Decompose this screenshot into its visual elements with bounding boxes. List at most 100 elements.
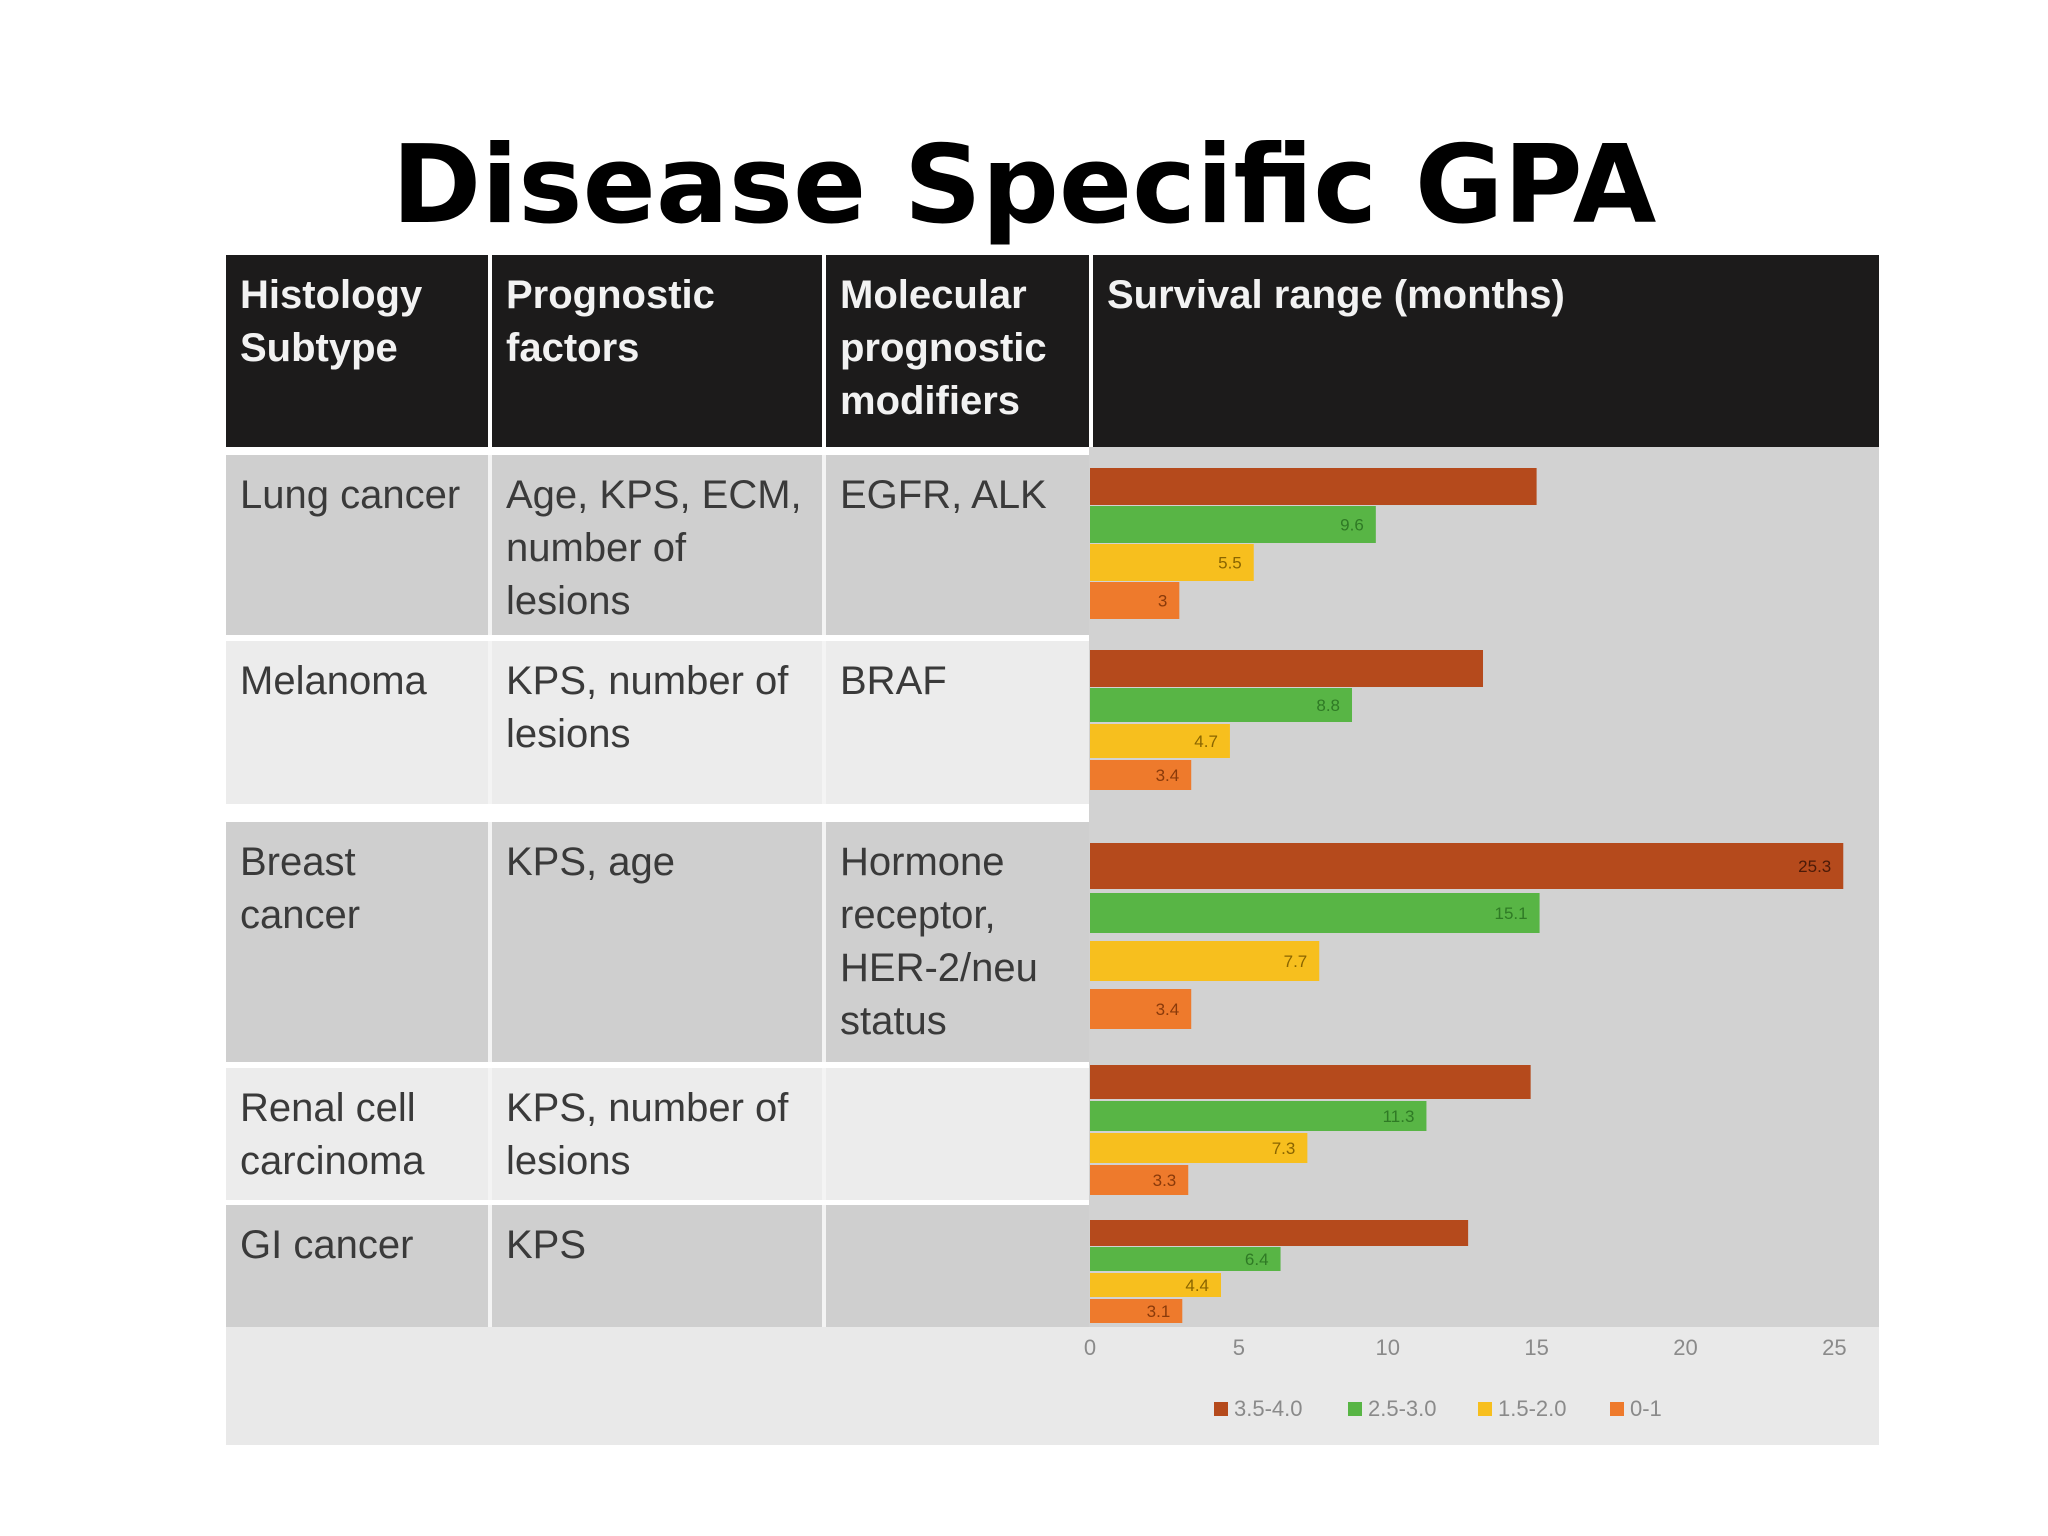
bar-2.5-3.0-lung-cancer	[1090, 506, 1376, 543]
table-row: Breast cancer KPS, age Hormone receptor, HER-…	[226, 822, 1089, 1062]
histology-cell: Melanoma	[226, 641, 488, 804]
bar-data-label: 9.6	[1340, 516, 1364, 535]
table-row: Lung cancer Age, KPS, ECM, number of lesion…	[226, 455, 1089, 635]
slide-title: Disease Specific GPA	[391, 123, 1657, 248]
histology-cell: Lung cancer	[226, 455, 488, 635]
bar-data-label: 3	[1158, 592, 1167, 611]
bar-data-label: 4.7	[1194, 732, 1218, 751]
bar-2.5-3.0-breast-cancer	[1090, 893, 1540, 933]
cell-text-line: Melanoma	[240, 659, 427, 703]
molecular-modifiers-cell: BRAF	[826, 641, 1089, 804]
bar-1.5-2.0-lung-cancer	[1090, 544, 1254, 581]
bar-0-1-breast-cancer	[1090, 989, 1192, 1029]
cell-text-line: KPS, number of	[506, 659, 789, 703]
legend-swatch	[1478, 1402, 1492, 1416]
prognostic-factors-cell: Age, KPS, ECM, number of lesions	[492, 455, 822, 635]
cell-text-line: KPS, age	[506, 840, 676, 884]
bar-data-label: 7.7	[1284, 952, 1308, 971]
x-tick-label: 20	[1673, 1335, 1697, 1360]
cell-text-line: KPS, number of	[506, 1086, 789, 1130]
table-row: Melanoma KPS, number of lesions BRAF	[226, 641, 1089, 804]
bar-data-label: 25.3	[1798, 857, 1831, 876]
gpa-table: Histology Subtype Prognostic factors Mol…	[226, 255, 1879, 1445]
cell-text-line: Hormone	[840, 840, 1005, 884]
x-tick-label: 25	[1822, 1335, 1846, 1360]
prognostic-factors-cell: KPS, number of lesions	[492, 641, 822, 804]
bar-3.5-4.0-gi-cancer	[1090, 1220, 1469, 1246]
header-line: Survival range (months)	[1107, 273, 1565, 317]
header-line: modifiers	[840, 379, 1021, 423]
survival-bar-chart: 9.6 5.5 3 8.8 4.7 3.4 25.3 15.1 7.7 3.4 11.3 7.3 3.3…	[1084, 468, 1847, 1421]
header-line: Prognostic	[506, 273, 715, 317]
bar-3.5-4.0-breast-cancer	[1090, 843, 1844, 889]
cell-text-line: cancer	[240, 893, 361, 937]
bar-data-label: 3.3	[1153, 1171, 1177, 1190]
cell-text-line: Lung cancer	[240, 473, 461, 517]
bar-1.5-2.0-breast-cancer	[1090, 941, 1320, 981]
cell-text-line: Renal cell	[240, 1086, 416, 1130]
bar-data-label: 11.3	[1383, 1107, 1415, 1126]
bar-3.5-4.0-renal-cell-carcinoma	[1090, 1065, 1531, 1099]
x-tick-label: 0	[1084, 1335, 1096, 1360]
x-tick-label: 15	[1524, 1335, 1548, 1360]
molecular-modifiers-cell: Hormone receptor, HER-2/neu status	[826, 822, 1089, 1062]
bar-data-label: 8.8	[1316, 696, 1340, 715]
cell-text-line: HER-2/neu	[840, 946, 1038, 990]
prognostic-factors-cell: KPS, number of lesions	[492, 1068, 822, 1200]
chart-axis-legend-row	[226, 1327, 1879, 1445]
bar-2.5-3.0-renal-cell-carcinoma	[1090, 1101, 1427, 1131]
legend-label: 1.5-2.0	[1498, 1396, 1567, 1421]
prognostic-factors-cell: KPS, age	[492, 822, 822, 1062]
header-histology: Histology Subtype	[226, 255, 488, 447]
header-line: Histology	[240, 273, 423, 317]
legend-label: 3.5-4.0	[1234, 1396, 1303, 1421]
bar-data-label: 5.5	[1218, 554, 1242, 573]
legend-label: 2.5-3.0	[1368, 1396, 1437, 1421]
header-line: Molecular	[840, 273, 1027, 317]
bar-0-1-gi-cancer	[1090, 1299, 1183, 1323]
legend-swatch	[1348, 1402, 1362, 1416]
prognostic-factors-cell: KPS	[492, 1205, 822, 1327]
table-row: GI cancer KPS	[226, 1205, 1089, 1327]
bar-data-label: 7.3	[1272, 1139, 1296, 1158]
bar-data-label: 3.1	[1147, 1302, 1171, 1321]
bar-data-label: 6.4	[1245, 1250, 1269, 1269]
molecular-modifiers-cell: EGFR, ALK	[826, 455, 1089, 635]
cell-text-line: GI cancer	[240, 1223, 414, 1267]
table-header-row: Histology Subtype Prognostic factors Mol…	[226, 255, 1879, 447]
bar-data-label: 4.4	[1185, 1276, 1209, 1295]
legend-swatch	[1610, 1402, 1624, 1416]
legend-swatch	[1214, 1402, 1228, 1416]
cell-text-line: EGFR, ALK	[840, 473, 1047, 517]
bar-data-label: 3.4	[1156, 1000, 1180, 1019]
bar-0-1-melanoma	[1090, 760, 1192, 790]
bar-data-label: 15.1	[1494, 904, 1527, 923]
bar-data-label: 3.4	[1156, 766, 1180, 785]
cell-text-line: lesions	[506, 579, 631, 623]
cell-text-line: carcinoma	[240, 1139, 425, 1183]
bar-2.5-3.0-melanoma	[1090, 688, 1353, 722]
bar-1.5-2.0-gi-cancer	[1090, 1273, 1222, 1297]
histology-cell: Renal cell carcinoma	[226, 1068, 488, 1200]
bar-3.5-4.0-lung-cancer	[1090, 468, 1537, 505]
bar-2.5-3.0-gi-cancer	[1090, 1247, 1281, 1271]
x-tick-label: 10	[1375, 1335, 1399, 1360]
bar-3.5-4.0-melanoma	[1090, 650, 1484, 687]
bar-0-1-lung-cancer	[1090, 582, 1180, 619]
header-line: Subtype	[240, 326, 398, 370]
histology-cell: GI cancer	[226, 1205, 488, 1327]
header-prognostic-factors: Prognostic factors	[492, 255, 822, 447]
cell-text-line: Breast	[240, 840, 356, 884]
cell-text-line: receptor,	[840, 893, 996, 937]
table-row: Renal cell carcinoma KPS, number of lesions	[226, 1068, 1089, 1200]
cell-text-line: BRAF	[840, 659, 947, 703]
bar-1.5-2.0-melanoma	[1090, 724, 1230, 758]
cell-text-line: number of	[506, 526, 687, 570]
header-line: factors	[506, 326, 640, 370]
cell-text-line: KPS	[506, 1223, 587, 1267]
cell-text-line: status	[840, 999, 947, 1043]
cell-text-line: Age, KPS, ECM,	[506, 473, 802, 517]
histology-cell: Breast cancer	[226, 822, 488, 1062]
header-line: prognostic	[840, 326, 1047, 370]
cell-text-line: lesions	[506, 1139, 631, 1183]
